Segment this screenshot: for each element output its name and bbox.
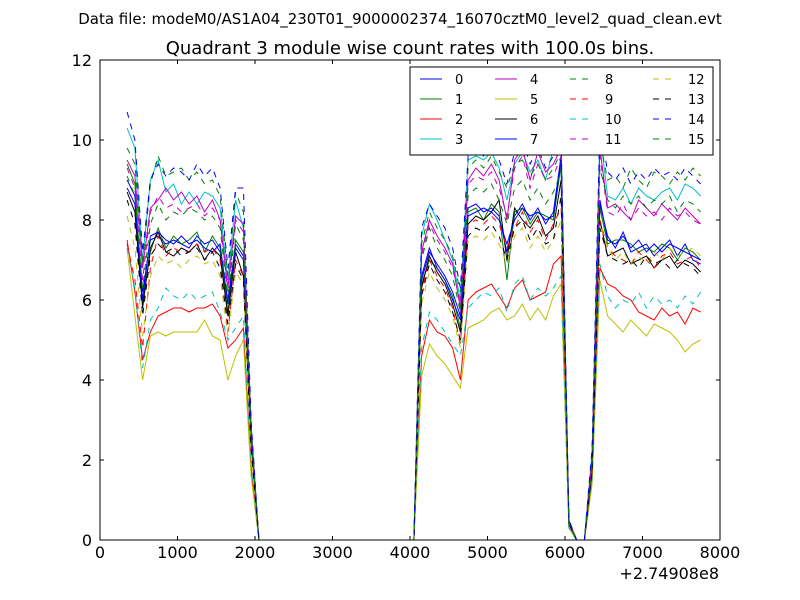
x-tick-label: 5000 bbox=[467, 543, 508, 562]
legend-label-2: 2 bbox=[455, 113, 463, 128]
series-line-8 bbox=[126, 139, 701, 540]
y-tick-label: 4 bbox=[82, 371, 92, 390]
series-line-1 bbox=[126, 163, 701, 540]
x-tick-label: 4000 bbox=[390, 543, 431, 562]
legend-label-5: 5 bbox=[530, 93, 538, 108]
series-line-9 bbox=[126, 207, 702, 540]
series-line-5 bbox=[126, 247, 701, 540]
y-tick-label: 0 bbox=[82, 531, 92, 550]
legend-label-4: 4 bbox=[530, 73, 538, 88]
series-line-3 bbox=[126, 127, 701, 540]
x-tick-label: 8000 bbox=[700, 543, 741, 562]
x-tick-label: 1000 bbox=[157, 543, 198, 562]
legend-label-6: 6 bbox=[530, 113, 538, 128]
x-tick-label: 0 bbox=[95, 543, 105, 562]
chart-title: Quadrant 3 module wise count rates with … bbox=[166, 38, 655, 59]
series-line-14 bbox=[126, 111, 701, 540]
x-offset-label: +2.74908e8 bbox=[619, 564, 719, 583]
legend-label-14: 14 bbox=[688, 113, 705, 128]
chart-suptitle: Data file: modeM0/AS1A04_230T01_90000023… bbox=[78, 10, 722, 29]
y-tick-label: 12 bbox=[72, 51, 92, 70]
series-line-4 bbox=[126, 146, 701, 540]
series-line-10 bbox=[126, 247, 702, 540]
legend-label-7: 7 bbox=[530, 133, 538, 148]
legend-label-0: 0 bbox=[455, 73, 463, 88]
x-tick-label: 7000 bbox=[622, 543, 663, 562]
y-tick-label: 2 bbox=[82, 451, 92, 470]
x-tick-label: 6000 bbox=[545, 543, 586, 562]
legend-label-8: 8 bbox=[605, 73, 613, 88]
series-line-6 bbox=[126, 179, 701, 540]
legend-box bbox=[409, 66, 714, 156]
y-tick-label: 8 bbox=[82, 211, 92, 230]
series-line-2 bbox=[126, 239, 701, 540]
series-line-0 bbox=[126, 155, 701, 540]
legend-label-12: 12 bbox=[688, 73, 705, 88]
legend-label-11: 11 bbox=[605, 133, 622, 148]
legend-label-13: 13 bbox=[688, 93, 705, 108]
y-tick-label: 6 bbox=[82, 291, 92, 310]
series-layer bbox=[126, 111, 702, 540]
series-line-11 bbox=[126, 154, 701, 540]
legend-label-10: 10 bbox=[605, 113, 622, 128]
series-line-13 bbox=[126, 195, 701, 540]
legend-label-15: 15 bbox=[688, 133, 705, 148]
legend-label-9: 9 bbox=[605, 93, 613, 108]
legend-label-3: 3 bbox=[455, 133, 463, 148]
x-tick-label: 3000 bbox=[312, 543, 353, 562]
x-tick-label: 2000 bbox=[235, 543, 276, 562]
legend-label-1: 1 bbox=[455, 93, 463, 108]
series-line-12 bbox=[126, 215, 701, 540]
x-axis: 0 1000 2000 3000 4000 5000 6000 7000 8000 bbox=[95, 60, 740, 562]
series-line-7 bbox=[126, 159, 701, 540]
y-tick-label: 10 bbox=[72, 131, 92, 150]
series-line-15 bbox=[126, 167, 701, 540]
